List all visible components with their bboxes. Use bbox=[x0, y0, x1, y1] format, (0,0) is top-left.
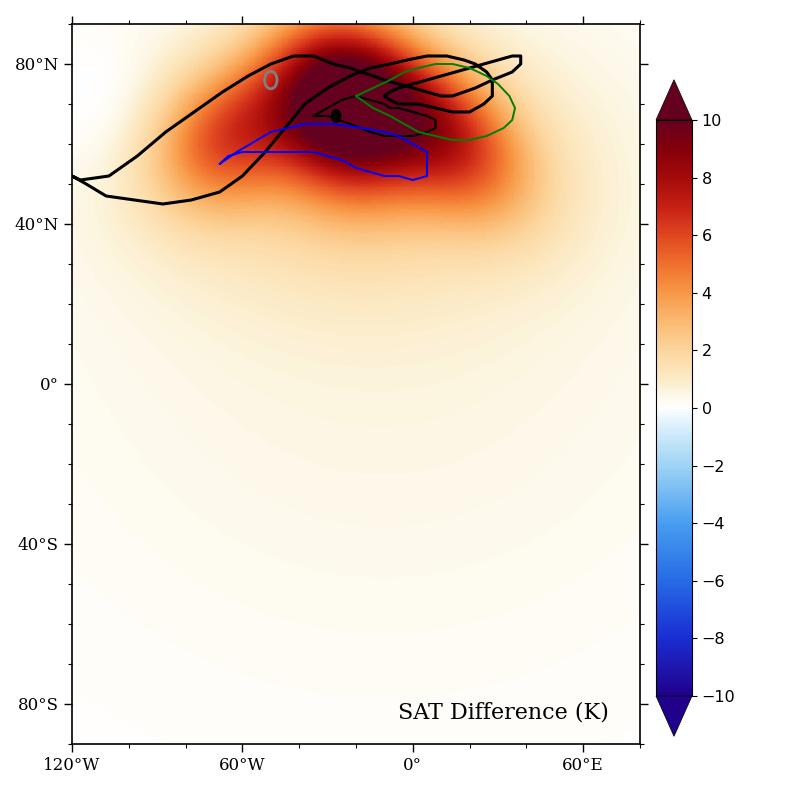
Text: SAT Difference (K): SAT Difference (K) bbox=[398, 701, 609, 723]
Circle shape bbox=[332, 110, 340, 122]
Polygon shape bbox=[656, 80, 692, 120]
Polygon shape bbox=[656, 696, 692, 736]
